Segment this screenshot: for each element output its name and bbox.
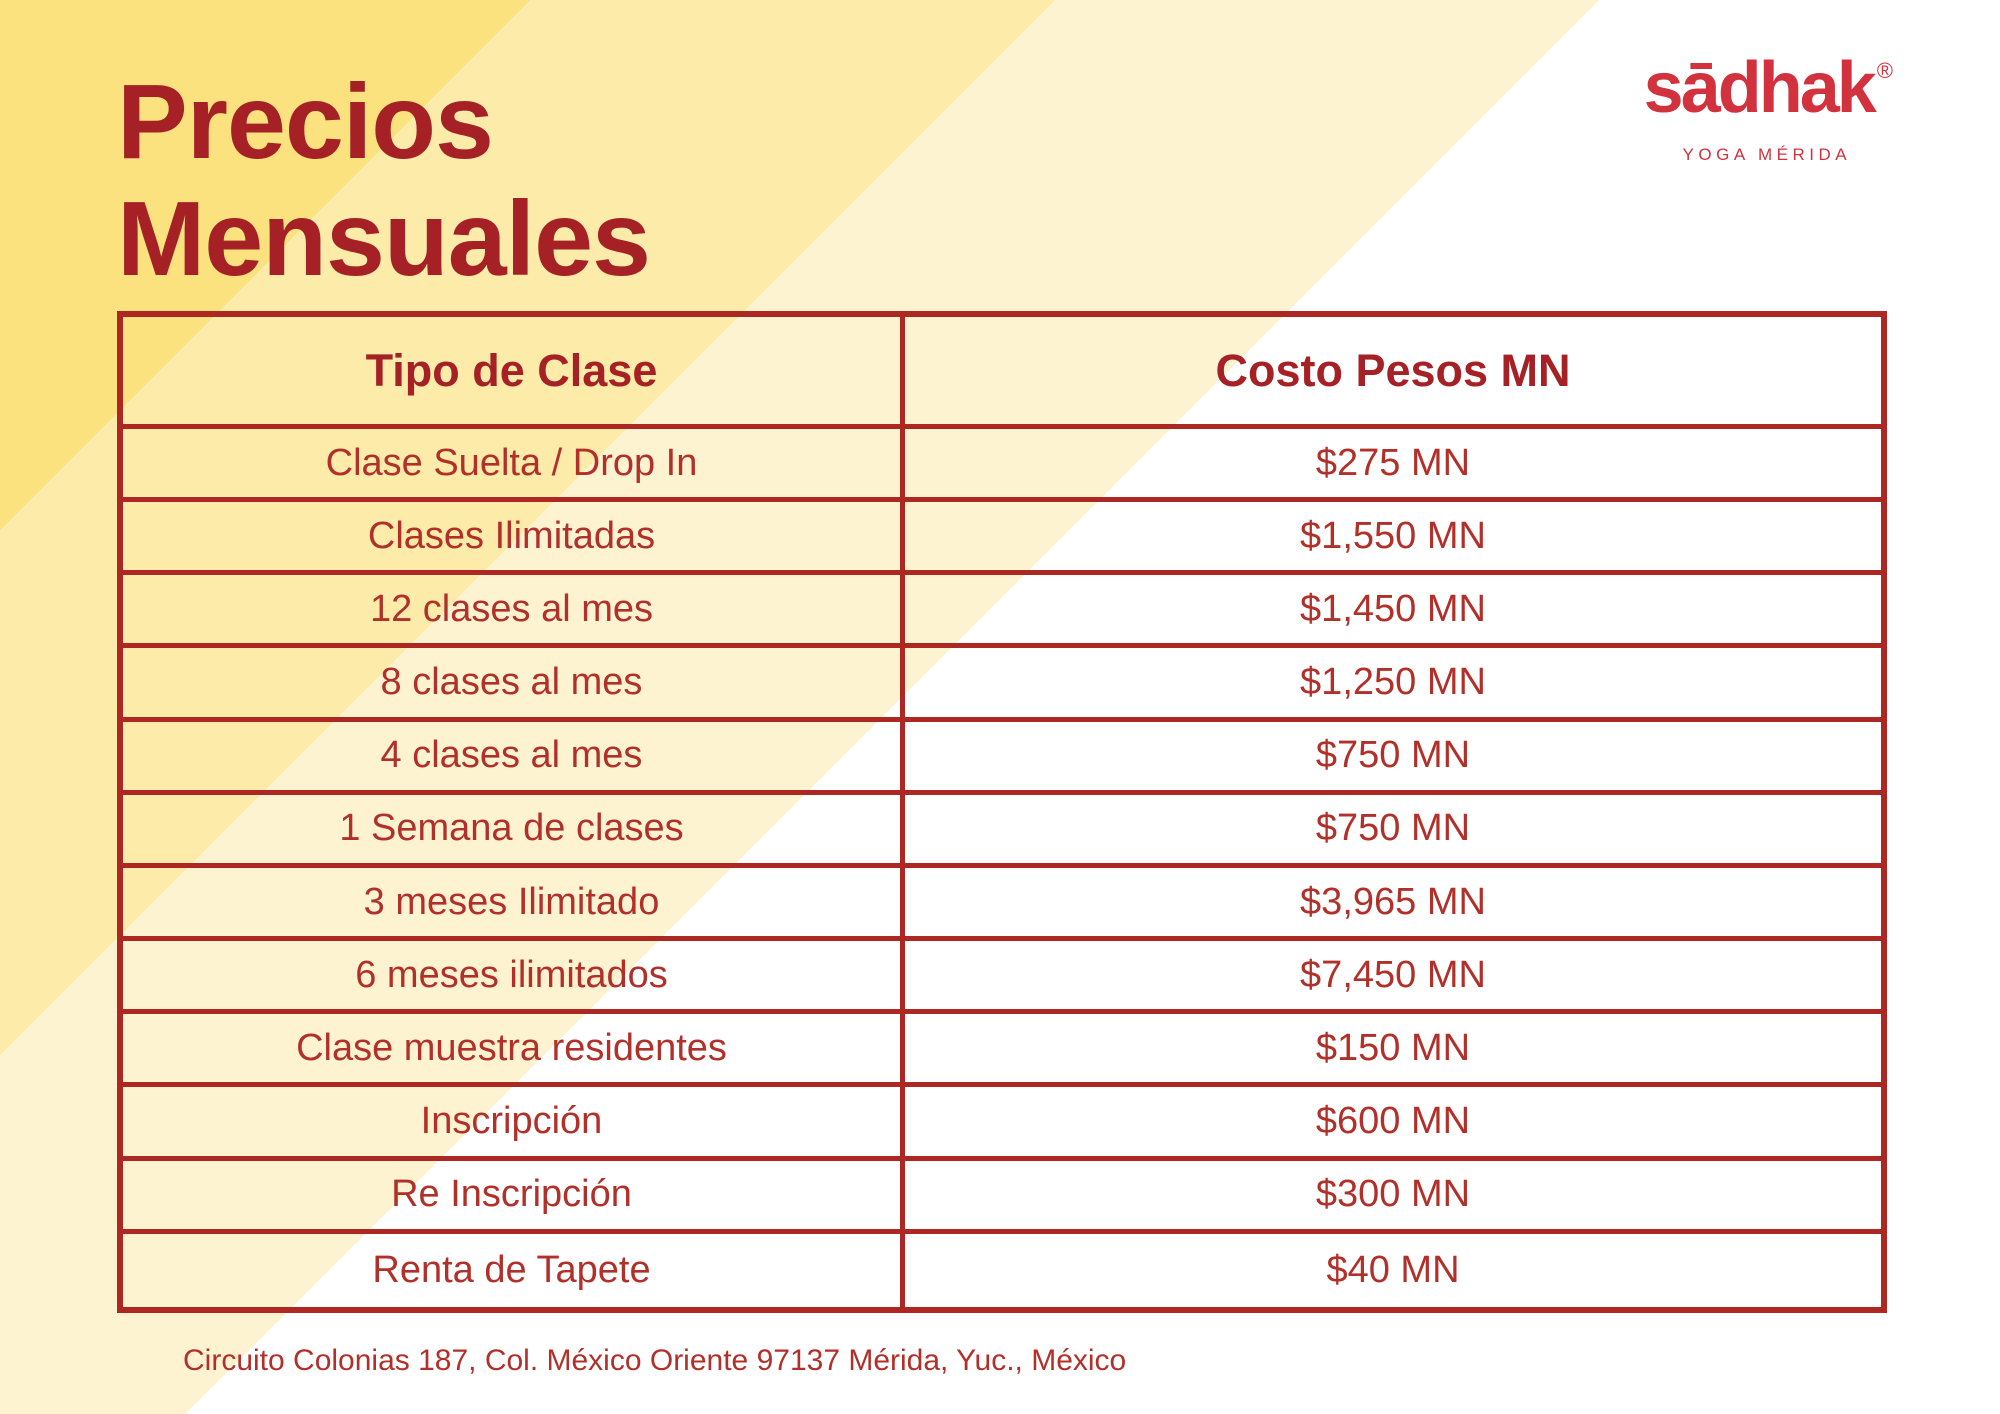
registered-trademark-icon: ® xyxy=(1876,58,1893,83)
table-row-tipo: 1 Semana de clases xyxy=(123,794,905,868)
table-row-costo: $300 MN xyxy=(905,1161,1881,1234)
page-title-line-2: Mensuales xyxy=(117,180,651,298)
table-row-costo: $1,550 MN xyxy=(905,502,1881,576)
page-title: Precios Mensuales xyxy=(117,63,651,298)
table-row-tipo: 6 meses ilimitados xyxy=(123,941,905,1015)
table-row-costo: $3,965 MN xyxy=(905,868,1881,942)
logo-wordmark: sādhak ® xyxy=(1643,48,1893,143)
table-row-tipo: 3 meses Ilimitado xyxy=(123,867,905,942)
column-header-tipo-de-clase: Tipo de Clase xyxy=(123,317,905,429)
table-row-tipo: 12 clases al mes xyxy=(123,575,905,649)
logo-tagline: YOGA MÉRIDA xyxy=(1682,145,1852,164)
table-row-tipo: Renta de Tapete xyxy=(123,1233,905,1307)
table-row-tipo: 4 clases al mes xyxy=(123,721,905,795)
table-row-costo: $1,450 MN xyxy=(905,575,1881,649)
table-row-tipo: Inscripción xyxy=(123,1087,905,1161)
brand-logo: sādhak ® YOGA MÉRIDA xyxy=(1643,48,1893,165)
table-row-tipo: Re Inscripción xyxy=(123,1160,905,1234)
page-title-line-1: Precios xyxy=(117,63,494,181)
table-row-tipo: 8 clases al mes xyxy=(123,648,905,722)
table-row-tipo: Clase Suelta / Drop In xyxy=(123,429,905,503)
table-row-costo: $40 MN xyxy=(1326,1248,1460,1291)
table-row-costo: $150 MN xyxy=(905,1014,1881,1088)
table-row-costo: $600 MN xyxy=(905,1087,1881,1161)
table-row-costo: $7,450 MN xyxy=(905,941,1881,1015)
footer-address: Circuito Colonias 187, Col. México Orien… xyxy=(183,1344,1127,1377)
table-row-costo: $275 MN xyxy=(905,429,1881,503)
pricing-table: Tipo de Clase Costo Pesos MN Clase Suelt… xyxy=(117,311,1887,1313)
logo-wordmark-text: sādhak xyxy=(1643,48,1877,128)
table-row-tipo: Clases Ilimitadas xyxy=(123,502,905,576)
table-row-costo: $750 MN xyxy=(905,795,1881,868)
table-row-costo: $1,250 MN xyxy=(905,648,1881,722)
column-header-costo-pesos-mn: Costo Pesos MN xyxy=(905,317,1881,429)
table-row-costo: $750 MN xyxy=(905,722,1881,795)
table-row-tipo: Clase muestra residentes xyxy=(123,1014,905,1088)
